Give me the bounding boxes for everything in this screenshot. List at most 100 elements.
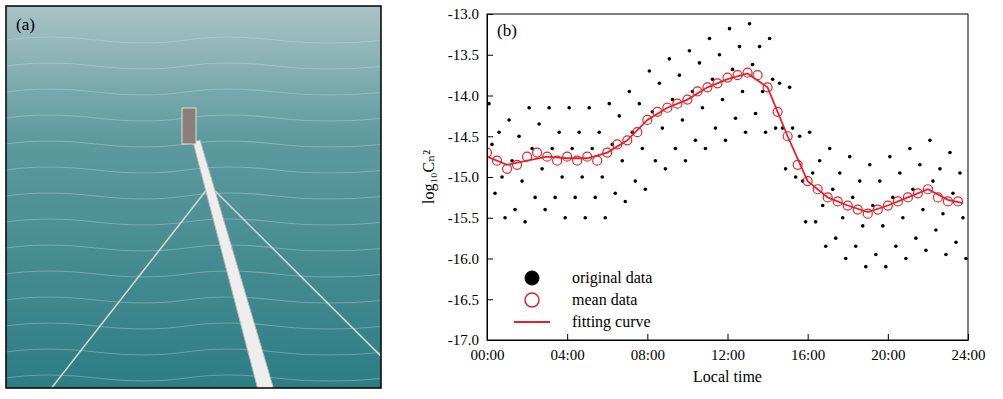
- data-point: [668, 57, 672, 61]
- data-point: [961, 216, 965, 220]
- data-point: [664, 167, 668, 171]
- data-point: [567, 106, 571, 110]
- data-point: [938, 167, 942, 171]
- y-tick-mark: [487, 96, 493, 97]
- data-point: [741, 90, 745, 94]
- data-point: [627, 90, 631, 94]
- data-point: [617, 114, 621, 118]
- y-tick-mark: [487, 136, 493, 137]
- x-tick: 16:00: [791, 334, 825, 363]
- y-tick-label: -13.5: [448, 47, 479, 63]
- pole: [193, 140, 274, 388]
- x-axis: 00:0004:0008:0012:0016:0020:0024:00: [470, 334, 985, 363]
- data-point: [874, 253, 878, 257]
- data-point: [878, 179, 882, 183]
- y-tick-label: -14.5: [448, 129, 479, 145]
- data-point: [547, 106, 551, 110]
- data-point: [764, 130, 768, 134]
- data-point: [600, 175, 604, 179]
- data-point: [503, 216, 507, 220]
- legend-label: mean data: [572, 291, 637, 308]
- data-point: [841, 216, 845, 220]
- data-point: [520, 179, 524, 183]
- x-tick-label: 00:00: [470, 347, 504, 363]
- y-tick-label: -16.0: [448, 251, 479, 267]
- data-point: [734, 117, 738, 121]
- data-point: [694, 139, 698, 143]
- data-point: [731, 68, 735, 72]
- data-point: [738, 45, 742, 49]
- y-tick-label: -15.0: [448, 169, 479, 185]
- data-point: [560, 175, 564, 179]
- legend-entry: original data: [525, 269, 652, 287]
- y-tick: -13.5: [448, 47, 493, 63]
- x-tick: 04:00: [551, 334, 585, 363]
- data-point: [573, 196, 577, 200]
- y-tick: -14.5: [448, 129, 493, 145]
- data-point: [684, 159, 688, 163]
- data-point: [557, 130, 561, 134]
- data-point: [784, 167, 788, 171]
- data-point: [894, 244, 898, 248]
- data-point: [644, 187, 648, 191]
- data-point: [620, 159, 624, 163]
- data-point: [838, 171, 842, 175]
- data-point: [898, 171, 902, 175]
- data-point: [928, 139, 932, 143]
- data-point: [513, 208, 517, 212]
- x-tick: 12:00: [711, 334, 745, 363]
- x-tick-mark: [728, 334, 729, 340]
- y-tick: -13.0: [448, 6, 493, 22]
- x-tick-label: 24:00: [951, 347, 985, 363]
- y-tick-mark: [487, 55, 493, 56]
- panel-label: (a): [16, 15, 35, 34]
- data-point: [818, 159, 822, 163]
- data-point: [674, 147, 678, 151]
- panel-label: (b): [497, 21, 517, 40]
- mean-points: [487, 68, 962, 218]
- data-point: [661, 126, 665, 130]
- data-point: [914, 236, 918, 240]
- data-point: [507, 118, 511, 122]
- legend-marker: [514, 321, 550, 323]
- data-point: [550, 147, 554, 151]
- y-tick: -17.0: [448, 332, 493, 348]
- data-point: [941, 212, 945, 216]
- data-point: [948, 151, 952, 155]
- data-point: [851, 196, 855, 200]
- data-point: [517, 134, 521, 138]
- x-tick-label: 12:00: [711, 347, 745, 363]
- data-point: [570, 147, 574, 151]
- data-point: [831, 187, 835, 191]
- x-axis-title: Local time: [693, 368, 762, 385]
- data-point: [868, 163, 872, 167]
- data-point: [924, 249, 928, 253]
- data-point: [778, 81, 782, 85]
- wave: [6, 245, 381, 251]
- legend-marker: [525, 293, 539, 307]
- legend-label: fitting curve: [572, 313, 651, 331]
- data-point: [641, 147, 645, 151]
- data-point: [888, 155, 892, 159]
- data-point: [543, 208, 547, 212]
- data-point: [958, 171, 962, 175]
- data-point: [533, 196, 537, 200]
- data-point: [804, 220, 808, 224]
- x-tick-label: 04:00: [551, 347, 585, 363]
- y-tick: -16.0: [448, 251, 493, 267]
- x-tick-label: 20:00: [871, 347, 905, 363]
- mean-point: [563, 152, 572, 161]
- data-point: [708, 37, 712, 41]
- y-tick-mark: [487, 299, 493, 300]
- y-tick-mark: [487, 259, 493, 260]
- data-point: [794, 175, 798, 179]
- guy-line: [50, 188, 208, 388]
- data-point: [724, 139, 728, 143]
- data-point: [593, 196, 597, 200]
- chart-panel: 00:0004:0008:0012:0016:0020:0024:00-17.0…: [420, 6, 986, 385]
- data-point: [774, 126, 778, 130]
- data-point: [744, 130, 748, 134]
- wave: [6, 219, 381, 225]
- data-point: [934, 228, 938, 232]
- data-point: [931, 179, 935, 183]
